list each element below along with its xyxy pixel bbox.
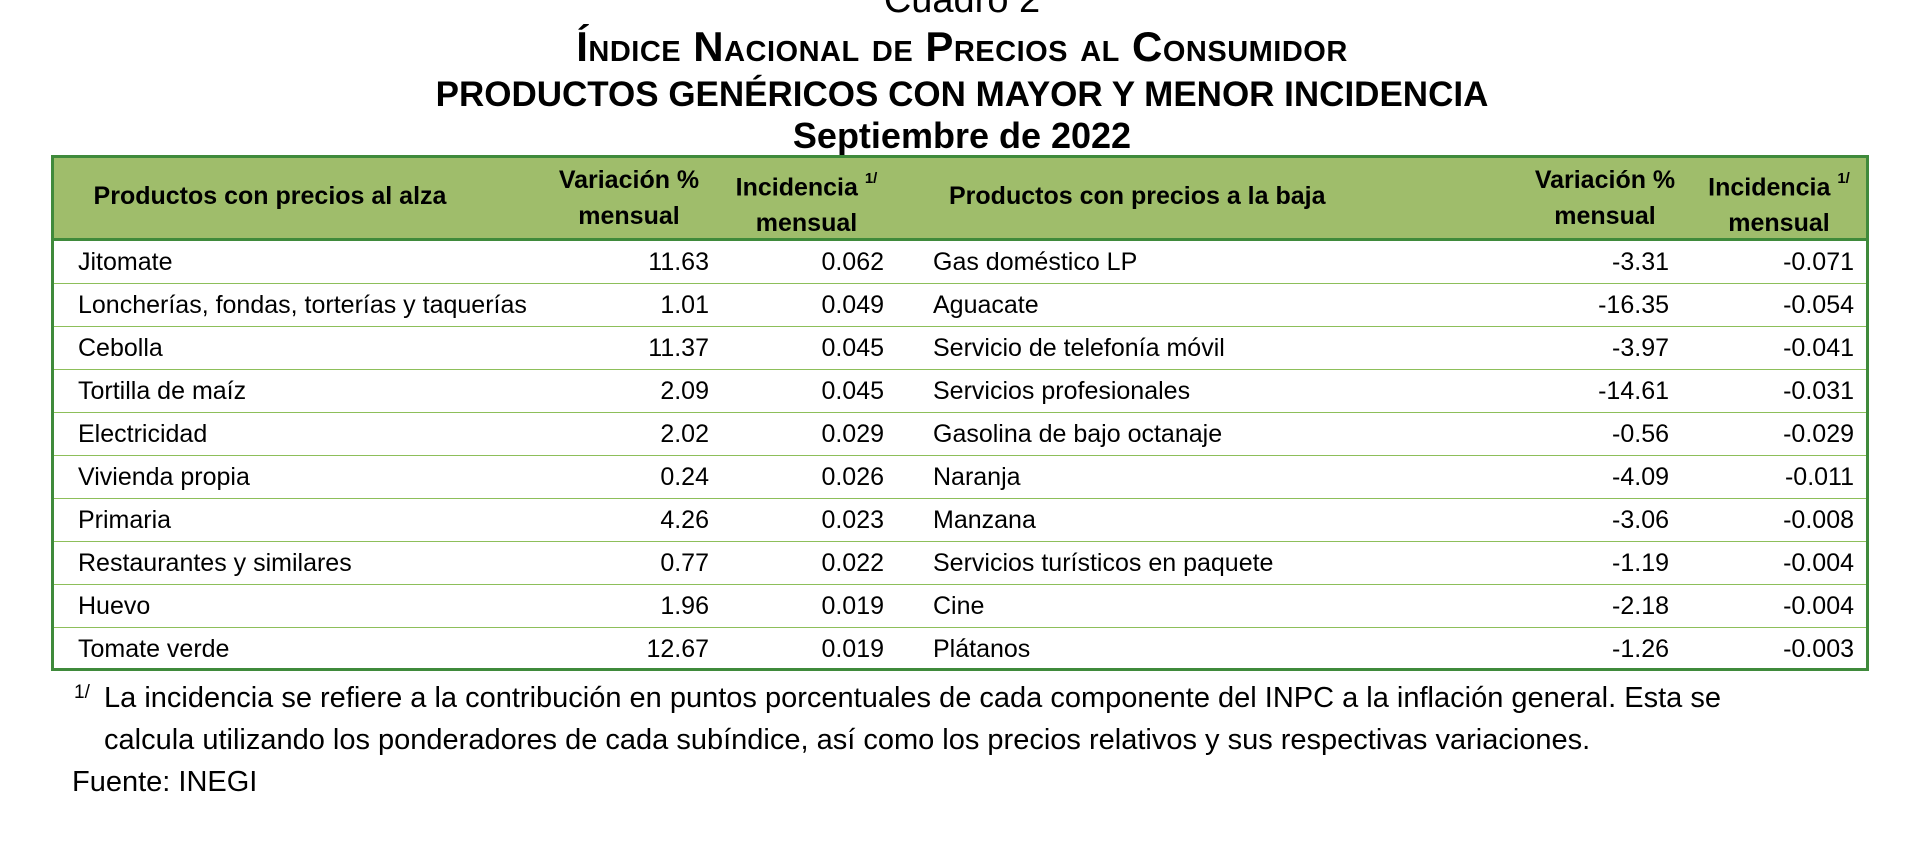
header-down-incidence-footnote-marker: 1/ [1837,170,1850,187]
down-variation-cell: -3.97 [1612,334,1669,362]
down-product-cell: Aguacate [933,291,1039,319]
table-row: Electricidad 2.02 0.029 Gasolina de bajo… [54,413,1866,456]
header-down-variation-line2: mensual [1554,202,1656,230]
down-product-cell: Gasolina de bajo octanaje [933,420,1223,448]
table-row: Loncherías, fondas, torterías y taquería… [54,284,1866,327]
down-variation-cell: -2.18 [1612,592,1669,620]
up-variation-cell: 11.37 [648,334,709,362]
document-title: Índice Nacional de Precios al Consumidor [576,23,1348,70]
table-number: Cuadro 2 [883,0,1041,21]
down-product-cell: Servicios profesionales [933,377,1191,405]
table-row: Tomate verde 12.67 0.019 Plátanos -1.26 … [54,628,1866,671]
up-incidence-cell: 0.045 [821,334,884,362]
down-incidence-cell: -0.041 [1783,334,1854,362]
down-product-cell: Manzana [933,506,1036,534]
down-incidence-cell: -0.031 [1783,377,1854,405]
header-up-incidence-footnote-marker: 1/ [864,170,878,187]
up-incidence-cell: 0.029 [821,420,884,448]
up-variation-cell: 11.63 [648,248,709,276]
up-incidence-cell: 0.049 [821,291,884,319]
up-incidence-cell: 0.045 [821,377,884,405]
table-row: Primaria 4.26 0.023 Manzana -3.06 -0.008 [54,499,1866,542]
header-down-variation: Variación % mensual [1520,162,1690,234]
down-incidence-cell: -0.011 [1784,463,1854,491]
up-incidence-cell: 0.023 [821,506,884,534]
down-product-cell: Plátanos [933,635,1031,663]
table-row: Tortilla de maíz 2.09 0.045 Servicios pr… [54,370,1866,413]
header-down-incidence-line2: mensual [1728,209,1830,238]
up-product-cell: Tortilla de maíz [78,377,247,405]
header-up-incidence-line2: mensual [755,209,858,238]
period-label: Septiembre de 2022 [792,115,1132,156]
header-up-incidence-line1-wrap: Incidencia 1/ [719,164,894,205]
down-variation-cell: -4.09 [1612,463,1669,491]
down-incidence-cell: -0.004 [1783,592,1854,620]
down-variation-cell: -1.19 [1612,549,1669,577]
footnote: 1/ La incidencia se refiere a la contrib… [70,677,1890,761]
up-product-cell: Cebolla [78,334,163,362]
up-product-cell: Huevo [78,592,151,620]
down-variation-cell: -16.35 [1598,291,1669,319]
source-note: Fuente: INEGI [72,766,258,798]
down-product-cell: Cine [933,592,985,620]
header-down-incidence-line1-wrap: Incidencia 1/ [1689,164,1869,205]
up-product-cell: Restaurantes y similares [78,549,352,577]
up-product-cell: Tomate verde [78,635,230,663]
up-incidence-cell: 0.062 [821,248,884,276]
table-row: Huevo 1.96 0.019 Cine -2.18 -0.004 [54,585,1866,628]
incidence-table: Productos con precios al alza Variación … [51,155,1869,671]
up-variation-cell: 0.24 [660,463,709,491]
up-incidence-cell: 0.022 [821,549,884,577]
header-up-variation-line2: mensual [578,202,680,230]
document-subtitle: PRODUCTOS GENÉRICOS CON MAYOR Y MENOR IN… [435,75,1489,114]
down-incidence-cell: -0.071 [1783,248,1854,276]
header-down-incidence: Incidencia 1/ mensual [1689,164,1869,241]
down-product-cell: Servicios turísticos en paquete [933,549,1274,577]
header-up-incidence: Incidencia 1/ mensual [719,164,894,241]
down-incidence-cell: -0.029 [1783,420,1854,448]
table-row: Restaurantes y similares 0.77 0.022 Serv… [54,542,1866,585]
up-product-cell: Loncherías, fondas, torterías y taquería… [78,291,527,319]
up-product-cell: Primaria [78,506,172,534]
up-product-cell: Vivienda propia [78,463,250,491]
down-product-cell: Servicio de telefonía móvil [933,334,1225,362]
up-incidence-cell: 0.026 [821,463,884,491]
up-variation-cell: 1.01 [660,291,709,319]
down-incidence-cell: -0.008 [1783,506,1854,534]
up-product-cell: Jitomate [78,248,173,276]
up-incidence-cell: 0.019 [821,635,884,663]
header-down-incidence-line1: Incidencia [1708,173,1831,202]
header-up-variation: Variación % mensual [544,162,714,234]
down-incidence-cell: -0.003 [1783,635,1854,663]
down-variation-cell: -3.06 [1612,506,1669,534]
down-variation-cell: -1.26 [1612,635,1669,663]
header-down-variation-line1: Variación % [1534,166,1676,194]
up-variation-cell: 2.02 [660,420,709,448]
header-up-products: Productos con precios al alza [93,182,447,210]
up-incidence-cell: 0.019 [821,592,884,620]
up-variation-cell: 4.26 [660,506,709,534]
up-product-cell: Electricidad [78,420,208,448]
down-product-cell: Gas doméstico LP [933,248,1138,276]
down-variation-cell: -0.56 [1612,420,1669,448]
header-up-variation-line1: Variación % [558,166,700,194]
up-variation-cell: 1.96 [660,592,709,620]
header-down-products: Productos con precios a la baja [949,182,1326,210]
down-incidence-cell: -0.054 [1783,291,1854,319]
up-variation-cell: 12.67 [646,635,709,663]
header-up-incidence-line1: Incidencia [735,173,858,202]
up-variation-cell: 2.09 [660,377,709,405]
footnote-line-1: La incidencia se refiere a la contribuci… [104,682,1721,714]
table-header: Productos con precios al alza Variación … [54,158,1866,241]
footnote-line-2: calcula utilizando los ponderadores de c… [104,724,1591,756]
up-variation-cell: 0.77 [660,549,709,577]
down-incidence-cell: -0.004 [1783,549,1854,577]
down-product-cell: Naranja [933,463,1021,491]
down-variation-cell: -14.61 [1598,377,1669,405]
table-row: Vivienda propia 0.24 0.026 Naranja -4.09… [54,456,1866,499]
table-row: Cebolla 11.37 0.045 Servicio de telefoní… [54,327,1866,370]
table-row: Jitomate 11.63 0.062 Gas doméstico LP -3… [54,241,1866,284]
down-variation-cell: -3.31 [1612,248,1669,276]
footnote-marker: 1/ [74,682,90,703]
